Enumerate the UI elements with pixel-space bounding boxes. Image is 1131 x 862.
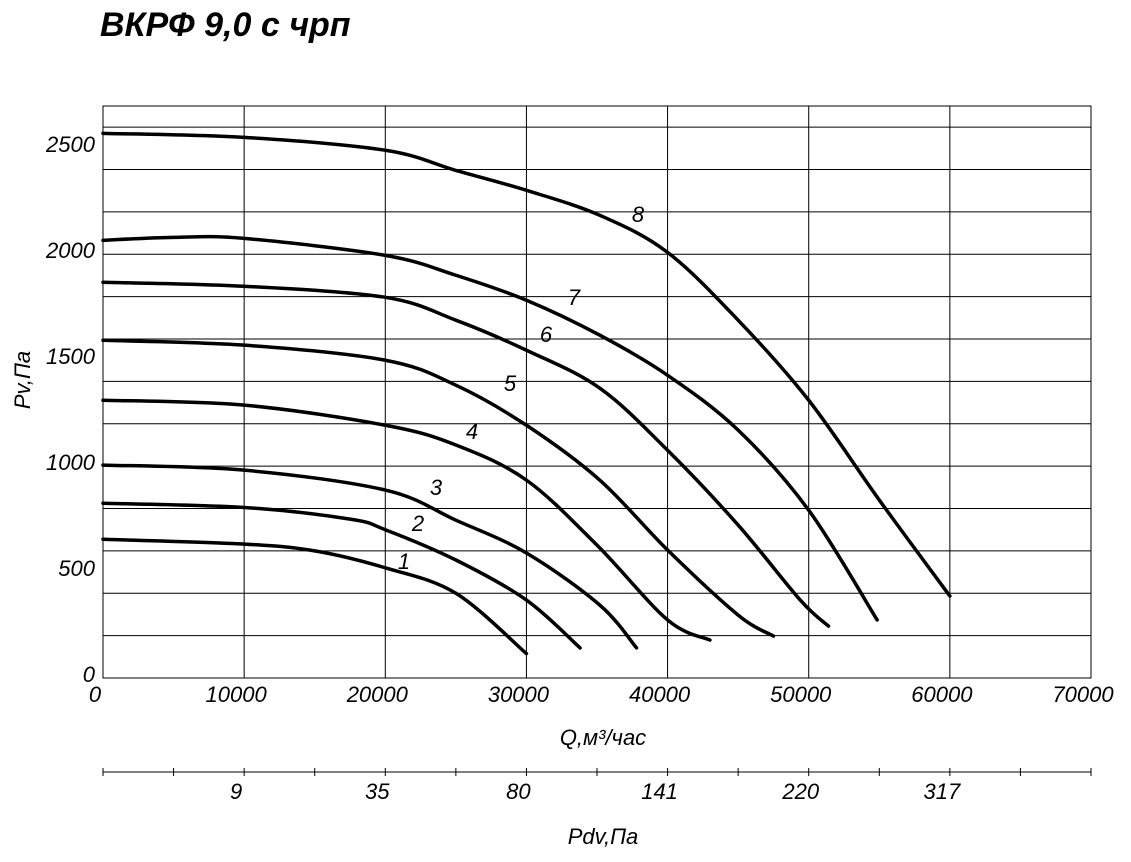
curve bbox=[101, 537, 529, 656]
y-tick-label: 0 bbox=[83, 662, 96, 687]
x-tick-label: 60000 bbox=[911, 682, 973, 707]
x-tick-label: 20000 bbox=[346, 682, 409, 707]
curve bbox=[101, 234, 879, 622]
x-axis-label: Q,м³/час bbox=[560, 725, 646, 750]
curve-label: 3 bbox=[430, 475, 443, 500]
curve-label: 2 bbox=[411, 511, 424, 536]
secondary-tick-label: 9 bbox=[230, 779, 242, 804]
x-tick-label: 0 bbox=[89, 682, 102, 707]
curve-label: 1 bbox=[398, 549, 410, 574]
secondary-tick-label: 80 bbox=[506, 779, 531, 804]
y-axis-label: Pv,Па bbox=[10, 351, 35, 409]
secondary-tick-label: 220 bbox=[781, 779, 819, 804]
secondary-tick-label: 35 bbox=[365, 779, 390, 804]
y-tick-label: 2000 bbox=[45, 238, 96, 263]
y-tick-label: 1500 bbox=[46, 344, 96, 369]
x-tick-label: 70000 bbox=[1052, 682, 1114, 707]
y-tick-label: 1000 bbox=[46, 450, 96, 475]
curve-label: 4 bbox=[466, 419, 478, 444]
x-tick-label: 10000 bbox=[206, 682, 268, 707]
y-tick-label: 2500 bbox=[45, 132, 96, 157]
curve bbox=[101, 463, 639, 650]
x-tick-label: 30000 bbox=[488, 682, 550, 707]
curve bbox=[101, 338, 776, 638]
curve-label: 7 bbox=[568, 285, 581, 310]
curve bbox=[101, 398, 712, 642]
chart-title: ВКРФ 9,0 с чрп bbox=[100, 6, 351, 44]
curve bbox=[101, 131, 952, 598]
secondary-tick-label: 141 bbox=[641, 779, 678, 804]
curve-label: 6 bbox=[540, 322, 553, 347]
y-tick-label: 500 bbox=[58, 556, 95, 581]
curve-label: 8 bbox=[632, 202, 645, 227]
x-tick-label: 50000 bbox=[770, 682, 832, 707]
secondary-x-axis-label: Pdv,Па bbox=[568, 824, 639, 849]
x-tick-label: 40000 bbox=[629, 682, 691, 707]
curve bbox=[101, 501, 582, 650]
curve bbox=[101, 280, 831, 628]
plot-frame bbox=[102, 105, 1092, 679]
secondary-tick-label: 317 bbox=[923, 779, 960, 804]
curve-label: 5 bbox=[504, 371, 517, 396]
